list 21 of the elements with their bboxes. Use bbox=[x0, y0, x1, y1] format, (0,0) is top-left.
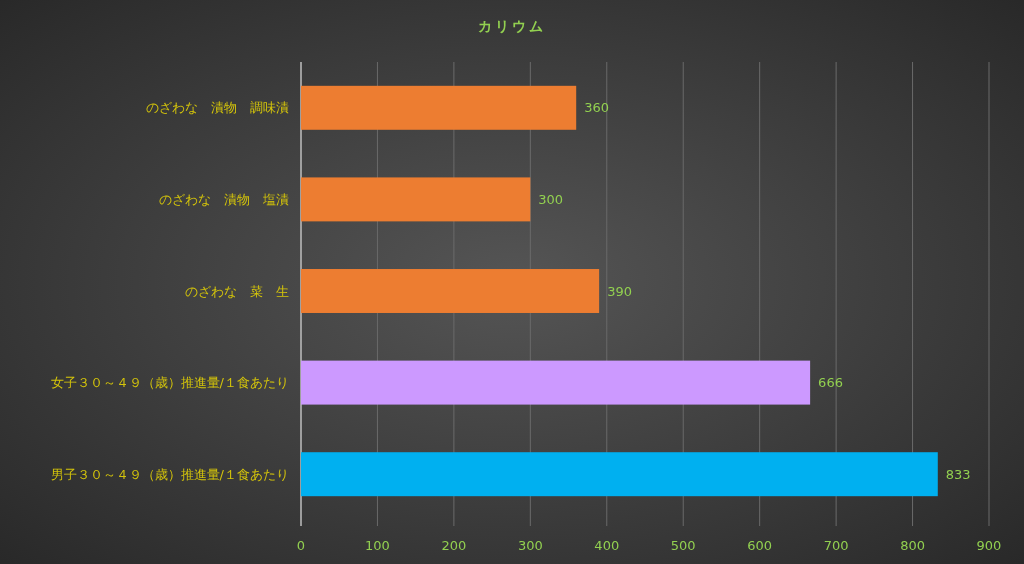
x-tick-label: 800 bbox=[900, 538, 925, 553]
x-tick-label: 700 bbox=[823, 538, 849, 553]
data-label: 390 bbox=[607, 283, 632, 299]
x-tick-label: 100 bbox=[365, 538, 390, 553]
x-tick-label: 600 bbox=[747, 538, 773, 553]
x-tick-label: 400 bbox=[594, 538, 620, 553]
chart-title: カリウム bbox=[478, 18, 546, 34]
y-tick-label: のざわな 漬物 調味漬 bbox=[146, 100, 289, 116]
y-tick-label: 女子３０～４９（歳）推進量/１食あたり bbox=[50, 375, 289, 391]
data-label: 360 bbox=[584, 100, 610, 116]
x-tick-label: 200 bbox=[441, 538, 467, 553]
y-tick-label: のざわな 菜 生 bbox=[185, 283, 289, 299]
y-tick-label: 男子３０～４９（歳）推進量/１食あたり bbox=[50, 466, 289, 482]
data-label: 833 bbox=[945, 466, 971, 482]
x-tick-label: 0 bbox=[296, 538, 306, 553]
data-label: 666 bbox=[818, 375, 843, 391]
x-tick-label: 500 bbox=[670, 538, 696, 553]
x-tick-label: 300 bbox=[517, 538, 543, 553]
y-tick-label: のざわな 漬物 塩漬 bbox=[159, 191, 289, 207]
x-tick-label: 900 bbox=[976, 538, 1002, 553]
data-label: 300 bbox=[538, 191, 564, 207]
